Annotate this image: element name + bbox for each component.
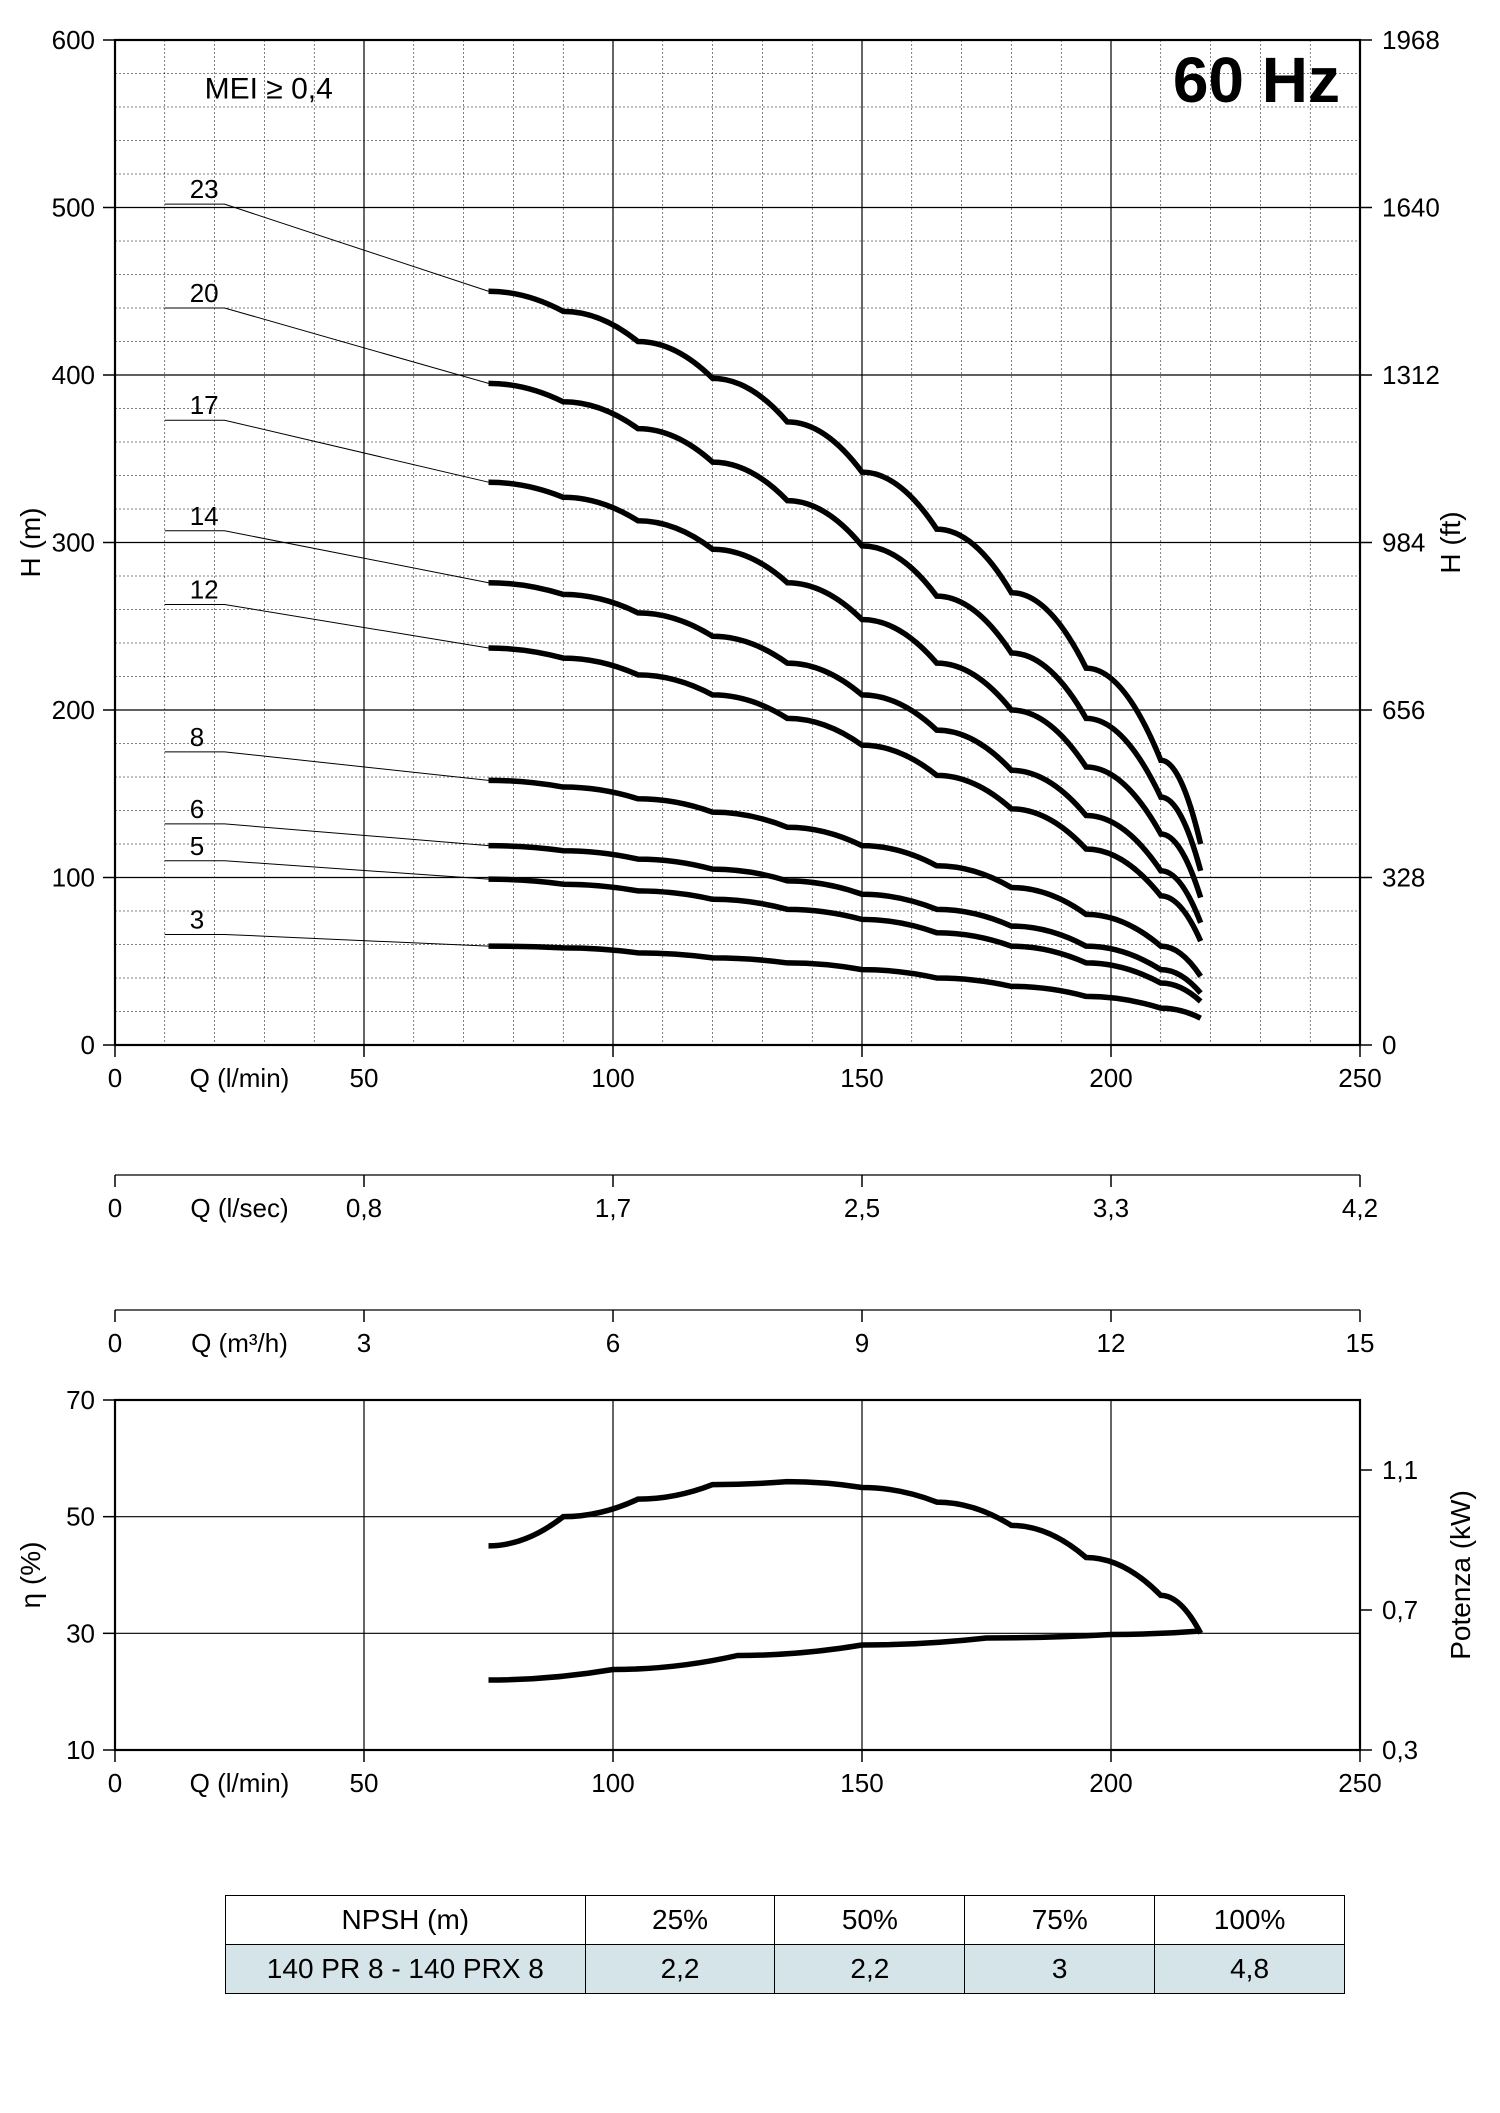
curve-leader [165, 824, 489, 846]
scale-tick-label: 15 [1346, 1328, 1375, 1358]
curve-leader [165, 308, 489, 383]
npsh-header-pct: 50% [775, 1896, 965, 1945]
performance-curve [489, 946, 1201, 1018]
power-curve [489, 1631, 1201, 1680]
x-axis-label: Q (l/min) [190, 1063, 290, 1093]
power-tick-label: 1,1 [1382, 1455, 1418, 1485]
pump-chart-page: 050100150200250Q (l/min)0100200300400500… [0, 0, 1500, 2113]
efficiency-curve [489, 1482, 1201, 1634]
curve-label: 3 [190, 904, 204, 934]
y-left-tick-label: 600 [52, 25, 95, 55]
scale-tick-label: 3 [357, 1328, 371, 1358]
y-left-tick-label: 200 [52, 695, 95, 725]
curve-label: 14 [190, 501, 219, 531]
performance-curve [489, 879, 1201, 1001]
npsh-value: 2,2 [585, 1945, 775, 1994]
y-left-tick-label: 0 [81, 1030, 95, 1060]
scale-tick-label: 2,5 [844, 1193, 880, 1223]
npsh-header-pct: 100% [1155, 1896, 1345, 1945]
performance-curve [489, 648, 1201, 941]
x2-tick-label: 100 [591, 1768, 634, 1798]
curve-label: 23 [190, 174, 219, 204]
curve-leader [165, 861, 489, 879]
npsh-value: 3 [965, 1945, 1155, 1994]
x-tick-label: 200 [1089, 1063, 1132, 1093]
curve-leader [165, 752, 489, 780]
x2-axis-label: Q (l/min) [190, 1768, 290, 1798]
npsh-table: NPSH (m)25%50%75%100% 140 PR 8 - 140 PRX … [225, 1895, 1345, 1994]
curve-label: 6 [190, 794, 204, 824]
scale-tick-label: 12 [1097, 1328, 1126, 1358]
npsh-row-label: 140 PR 8 - 140 PRX 8 [226, 1945, 586, 1994]
y-right-tick-label: 1968 [1382, 25, 1440, 55]
scale-tick-label: 0 [108, 1193, 122, 1223]
x-tick-label: 150 [840, 1063, 883, 1093]
eff-tick-label: 30 [66, 1618, 95, 1648]
scale-label: Q (l/sec) [190, 1193, 288, 1223]
performance-curve [489, 383, 1201, 870]
secondary-chart-frame [115, 1400, 1360, 1750]
curve-label: 17 [190, 390, 219, 420]
power-tick-label: 0,7 [1382, 1595, 1418, 1625]
y-right-tick-label: 1312 [1382, 360, 1440, 390]
y-left-tick-label: 100 [52, 863, 95, 893]
eff-tick-label: 70 [66, 1385, 95, 1415]
y-right-tick-label: 0 [1382, 1030, 1396, 1060]
x2-tick-label: 150 [840, 1768, 883, 1798]
y-right-tick-label: 984 [1382, 528, 1425, 558]
y-left-axis-label: H (m) [15, 508, 46, 578]
performance-curve [489, 846, 1201, 993]
npsh-value: 4,8 [1155, 1945, 1345, 1994]
eff-tick-label: 10 [66, 1735, 95, 1765]
frequency-title: 60 Hz [1173, 44, 1340, 116]
x-tick-label: 0 [108, 1063, 122, 1093]
y-left-tick-label: 300 [52, 528, 95, 558]
npsh-header-pct: 25% [585, 1896, 775, 1945]
scale-tick-label: 3,3 [1093, 1193, 1129, 1223]
y-right-axis-label: H (ft) [1435, 511, 1466, 573]
x-tick-label: 250 [1338, 1063, 1381, 1093]
npsh-header-label: NPSH (m) [226, 1896, 586, 1945]
curve-label: 20 [190, 278, 219, 308]
x2-tick-label: 250 [1338, 1768, 1381, 1798]
y-right-tick-label: 1640 [1382, 193, 1440, 223]
scale-tick-label: 9 [855, 1328, 869, 1358]
performance-curve [489, 583, 1201, 923]
npsh-table-holder: NPSH (m)25%50%75%100% 140 PR 8 - 140 PRX … [225, 1895, 1345, 1994]
curve-label: 12 [190, 574, 219, 604]
x2-tick-label: 50 [350, 1768, 379, 1798]
mei-label: MEI ≥ 0,4 [205, 73, 333, 106]
scale-tick-label: 0,8 [346, 1193, 382, 1223]
efficiency-axis-label: η (%) [15, 1542, 46, 1609]
curve-label: 5 [190, 831, 204, 861]
scale-tick-label: 6 [606, 1328, 620, 1358]
eff-tick-label: 50 [66, 1502, 95, 1532]
npsh-header-pct: 75% [965, 1896, 1155, 1945]
performance-curve [489, 291, 1201, 844]
curve-leader [165, 420, 489, 482]
y-right-tick-label: 656 [1382, 695, 1425, 725]
x-tick-label: 50 [350, 1063, 379, 1093]
scale-tick-label: 4,2 [1342, 1193, 1378, 1223]
power-tick-label: 0,3 [1382, 1735, 1418, 1765]
scale-label: Q (m³/h) [191, 1328, 288, 1358]
y-right-tick-label: 328 [1382, 863, 1425, 893]
curve-leader [165, 604, 489, 648]
curve-leader [165, 934, 489, 946]
power-axis-label: Potenza (kW) [1445, 1490, 1476, 1660]
x2-tick-label: 200 [1089, 1768, 1132, 1798]
x-tick-label: 100 [591, 1063, 634, 1093]
curve-label: 8 [190, 722, 204, 752]
y-left-tick-label: 400 [52, 360, 95, 390]
scale-tick-label: 0 [108, 1328, 122, 1358]
y-left-tick-label: 500 [52, 193, 95, 223]
scale-tick-label: 1,7 [595, 1193, 631, 1223]
x2-tick-label: 0 [108, 1768, 122, 1798]
npsh-value: 2,2 [775, 1945, 965, 1994]
